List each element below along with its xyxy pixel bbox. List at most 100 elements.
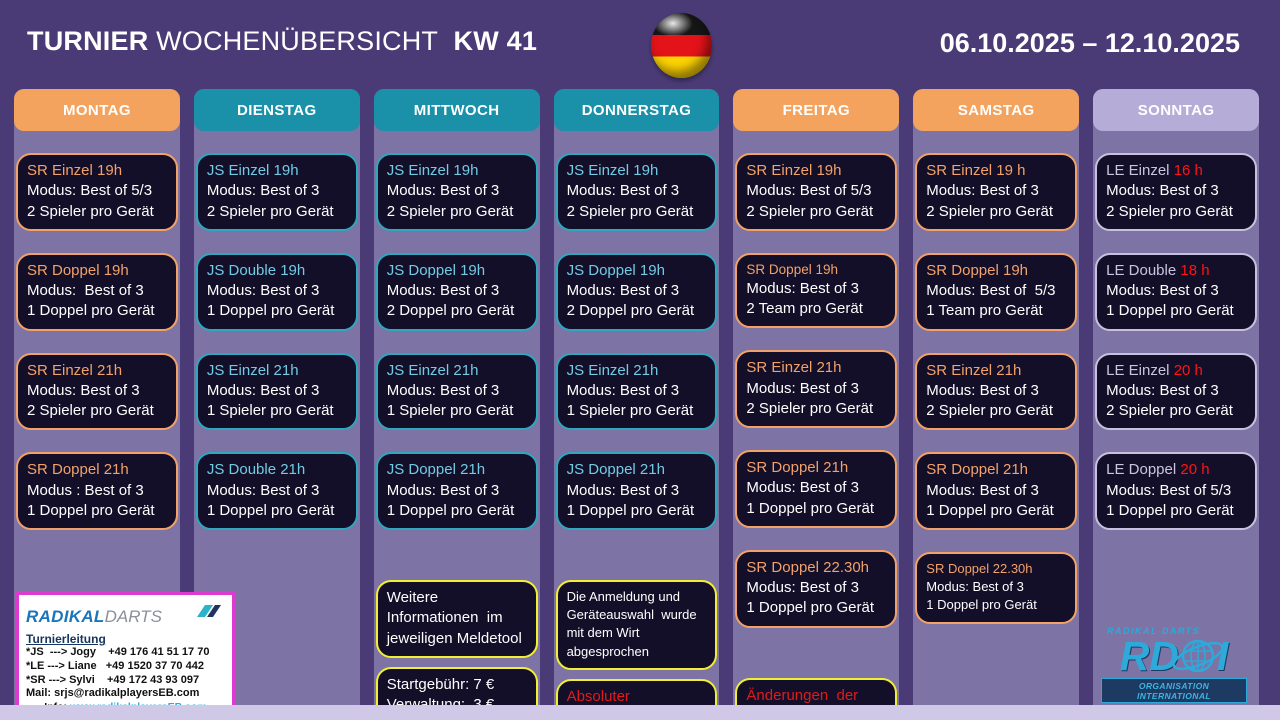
card-line: Modus: Best of 3 (1106, 282, 1219, 299)
card-line: Geräteauswahl wurde (566, 607, 697, 623)
card-line: 2 Spieler pro Gerät (746, 202, 874, 220)
card-title: LE Einzel 20 h (1106, 361, 1203, 379)
card-line: 2 Spieler pro Gerät (206, 202, 334, 220)
globe-icon (1172, 639, 1224, 673)
contact-mail: Mail: srjs@radikalplayersEB.com (26, 687, 200, 700)
card-line: Modus: Best of 3 (566, 282, 680, 299)
week-columns: MONTAG SR Einzel 19h Modus: Best of 5/3 2 S… (14, 89, 1259, 720)
card-title: SR Doppel 21h (27, 461, 129, 479)
card-line: 1 Doppel pro Gerät (386, 501, 515, 519)
card-line: Modus: Best of 3 (746, 579, 859, 597)
event-card: SR Einzel 19h Modus: Best of 5/3 2 Spieler… (735, 153, 898, 231)
card-line: Modus: Best of 3 (386, 381, 500, 399)
contact-line: *LE ---> Liane +49 1520 37 70 442 (26, 659, 204, 672)
event-card: JS Einzel 21h Modus: Best of 3 1 Spieler p… (555, 352, 718, 431)
card-line: 1 Doppel pro Gerät (746, 499, 874, 517)
card-line: 1 Spieler pro Gerät (206, 402, 334, 419)
card-line: 1 Doppel pro Gerät (566, 501, 695, 519)
bottom-strip (0, 705, 1280, 720)
card-title: SR Einzel 21h (926, 361, 1022, 379)
card-line: Modus: Best of 3 (566, 481, 680, 499)
card-line: 2 Spieler pro Gerät (386, 202, 514, 220)
card-title: SR Einzel 19h (746, 162, 842, 179)
card-title: SR Doppel 22.30h (926, 561, 1033, 576)
card-line: Die Anmeldung und (566, 589, 681, 604)
card-title: JS Einzel 21h (566, 361, 659, 379)
contact-line: *SR ---> Sylvi +49 172 43 93 097 (26, 673, 200, 686)
event-card: JS Double 19h Modus: Best of 3 1 Doppel pr… (195, 252, 358, 331)
card-line: 1 Doppel pro Gerät (206, 302, 335, 320)
card-time: 16 h (1173, 162, 1203, 179)
card-line: 2 Spieler pro Gerät (27, 202, 154, 220)
logo-text-darts: DARTS (104, 607, 162, 626)
rdoi-logo: RADIKAL DARTS RD I ORGANISATION INTERNAT… (1101, 626, 1247, 703)
card-line: 1 Spieler pro Gerät (386, 402, 514, 419)
event-card: SR Doppel 22.30h Modus: Best of 3 1 Doppel… (915, 552, 1078, 624)
event-card: JS Doppel 21h Modus: Best of 3 1 Doppel pr… (375, 452, 538, 530)
date-range: 06.10.2025 – 12.10.2025 (939, 28, 1240, 58)
card-line: 2 Spieler pro Gerät (926, 202, 1054, 220)
card-line: Modus: Best of 3 (27, 381, 140, 399)
day-header: FREITAG (733, 89, 900, 131)
card-title: JS Double 21h (206, 461, 306, 479)
event-card: SR Einzel 21h Modus: Best of 3 2 Spieler p… (735, 350, 898, 429)
event-card: JS Einzel 19h Modus: Best of 3 2 Spieler p… (555, 153, 718, 231)
day-column-sonntag: SONNTAG LE Einzel 16 h Modus: Best of 3 2 S… (1093, 89, 1259, 720)
card-line: Absoluter (566, 687, 630, 705)
card-title: JS Doppel 21h (386, 461, 486, 479)
card-line: Startgebühr: 7 € (386, 675, 495, 693)
event-card: SR Doppel 19h Modus: Best of 3 2 Team pro … (735, 252, 898, 329)
card-line: 2 Doppel pro Gerät (566, 302, 695, 320)
event-card: JS Einzel 19h Modus: Best of 3 2 Spieler p… (375, 153, 538, 231)
card-title: SR Einzel 19 h (926, 162, 1026, 179)
event-card: SR Doppel 19h Modus: Best of 3 1 Doppel pr… (16, 252, 178, 331)
rdoi-rd-text: RD (1119, 632, 1179, 679)
logo-text-radikal: RADIKAL (26, 607, 105, 626)
card-line: 1 Team pro Gerät (926, 302, 1043, 320)
card-line: Weitere (386, 589, 439, 606)
card-title: JS Einzel 19h (386, 162, 479, 179)
event-card: JS Doppel 21h Modus: Best of 3 1 Doppel pr… (555, 452, 718, 530)
german-flag-icon (651, 13, 712, 78)
card-line: Modus: Best of 3 (926, 182, 1039, 200)
card-line: Modus: Best of 3 (926, 381, 1039, 399)
day-header: MONTAG (14, 89, 180, 131)
card-title: SR Doppel 19h (746, 261, 838, 277)
card-title: SR Einzel 21h (27, 361, 123, 379)
card-title: JS Einzel 21h (386, 361, 479, 379)
card-line: jeweiligen Meldetool (386, 629, 522, 647)
title-bold: TURNIER (27, 26, 149, 56)
card-title: SR Einzel 19h (27, 162, 123, 179)
card-line: Modus : Best of 3 (27, 481, 144, 499)
card-line: 1 Doppel pro Gerät (27, 302, 155, 320)
card-line: Modus: Best of 3 (746, 279, 859, 297)
card-line: Modus: Best of 5/3 (746, 182, 872, 200)
card-line: Modus: Best of 3 (926, 579, 1024, 595)
title-regular: WOCHENÜBERSICHT (148, 26, 439, 56)
day-header: MITTWOCH (373, 89, 540, 131)
card-line: Modus: Best of 3 (206, 381, 320, 399)
card-line: Modus: Best of 3 (926, 481, 1039, 499)
event-card: JS Einzel 21h Modus: Best of 3 1 Spieler p… (375, 352, 538, 431)
event-card: JS Einzel 21h Modus: Best of 3 1 Spieler p… (195, 352, 358, 431)
card-title: JS Doppel 19h (386, 261, 486, 279)
card-line: 1 Doppel pro Gerät (746, 599, 874, 617)
card-time: 20 h (1173, 361, 1203, 379)
day-column-dienstag: DIENSTAG JS Einzel 19h Modus: Best of 3 2 S… (193, 89, 360, 720)
card-line: 2 Spieler pro Gerät (566, 202, 694, 220)
card-line: 2 Spieler pro Gerät (746, 399, 874, 417)
event-card: SR Doppel 21h Modus: Best of 3 1 Doppel pr… (735, 450, 898, 528)
day-header: SAMSTAG (913, 89, 1080, 131)
card-line: Modus: Best of 3 (206, 282, 320, 299)
event-card: JS Double 21h Modus: Best of 3 1 Doppel pr… (195, 452, 358, 530)
card-line: Modus: Best of 3 (1106, 182, 1219, 200)
title-kw: KW 41 (438, 26, 538, 56)
card-line: Modus: Best of 3 (566, 381, 680, 399)
rdoi-letters: RD I (1101, 632, 1247, 679)
info-card: Die Anmeldung und Geräteauswahl wurde mit … (555, 580, 718, 670)
info-card: Weitere Informationen im jeweiligen Meldet… (375, 580, 538, 658)
card-line: Modus: Best of 5/3 (926, 282, 1056, 299)
card-title: SR Einzel 21h (746, 359, 842, 377)
card-time: 18 h (1180, 261, 1210, 279)
card-title: SR Doppel 19h (27, 261, 129, 279)
